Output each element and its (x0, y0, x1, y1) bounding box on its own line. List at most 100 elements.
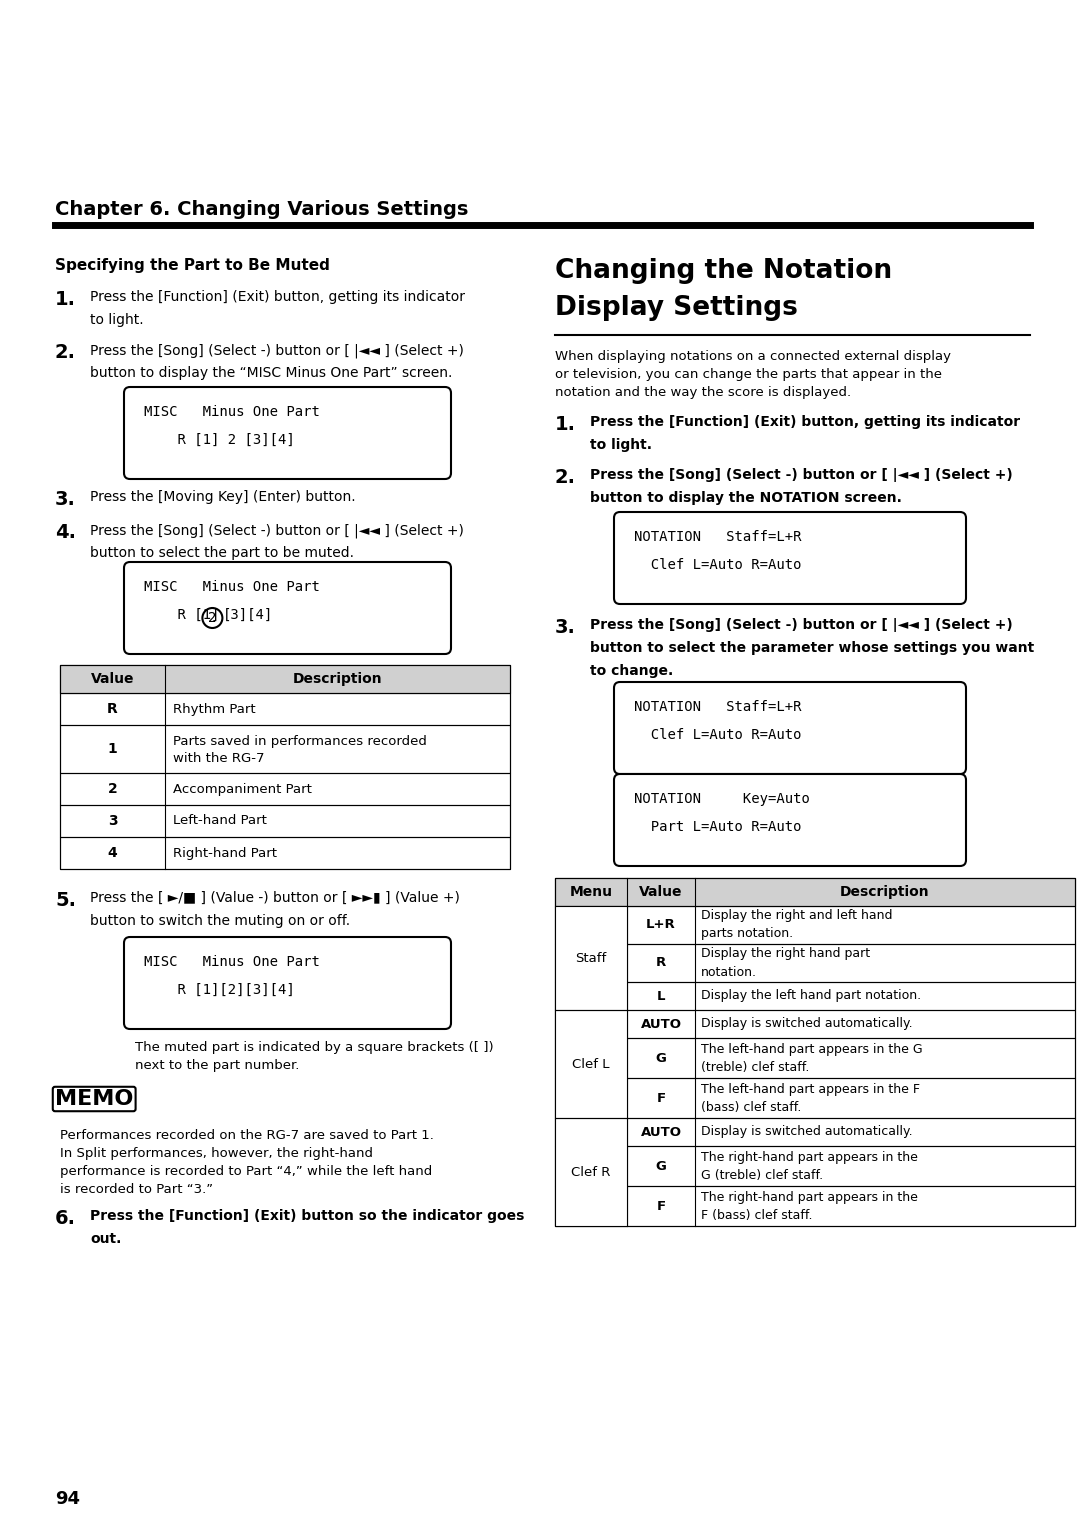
Bar (555, 1038, 1075, 1077)
Text: Part L=Auto R=Auto: Part L=Auto R=Auto (634, 821, 801, 834)
Bar (556, 906, 626, 1008)
Text: Changing the Notation: Changing the Notation (555, 258, 892, 284)
Text: 2: 2 (208, 611, 217, 625)
Text: F: F (657, 1091, 665, 1105)
Text: Specifying the Part to Be Muted: Specifying the Part to Be Muted (55, 258, 329, 274)
Text: Display the left hand part notation.: Display the left hand part notation. (701, 990, 921, 1002)
Text: with the RG-7: with the RG-7 (173, 752, 265, 766)
Text: 1.: 1. (55, 290, 76, 309)
Text: Description: Description (840, 885, 930, 898)
Text: 4.: 4. (55, 523, 76, 542)
Text: 2.: 2. (55, 342, 76, 362)
Text: Rhythm Part: Rhythm Part (173, 703, 256, 715)
Text: performance is recorded to Part “4,” while the left hand: performance is recorded to Part “4,” whi… (60, 1164, 432, 1178)
Text: F: F (657, 1199, 665, 1213)
Text: Clef R: Clef R (571, 1166, 610, 1178)
Text: Press the [Function] (Exit) button so the indicator goes: Press the [Function] (Exit) button so th… (90, 1209, 525, 1222)
Text: L: L (657, 990, 665, 1002)
Text: or television, you can change the parts that appear in the: or television, you can change the parts … (555, 368, 942, 380)
Text: MEMO: MEMO (55, 1089, 133, 1109)
Text: Parts saved in performances recorded: Parts saved in performances recorded (173, 735, 427, 747)
Text: In Split performances, however, the right-hand: In Split performances, however, the righ… (60, 1148, 373, 1160)
Text: Press the [Function] (Exit) button, getting its indicator: Press the [Function] (Exit) button, gett… (590, 416, 1021, 429)
Text: AUTO: AUTO (640, 1018, 681, 1030)
Text: 2: 2 (108, 782, 118, 796)
Text: [3][4]: [3][4] (224, 608, 273, 622)
Text: L+R: L+R (646, 918, 676, 932)
Text: Right-hand Part: Right-hand Part (173, 847, 276, 859)
Bar (555, 879, 1075, 906)
Bar (555, 879, 1075, 1225)
Bar (555, 906, 1075, 944)
Text: next to the part number.: next to the part number. (135, 1059, 299, 1073)
FancyBboxPatch shape (615, 681, 966, 775)
Bar (60, 805, 510, 837)
Text: Press the [Function] (Exit) button, getting its indicator: Press the [Function] (Exit) button, gett… (90, 290, 465, 304)
Bar (60, 837, 510, 869)
Text: 3.: 3. (555, 617, 576, 637)
Text: The right-hand part appears in the: The right-hand part appears in the (701, 1151, 918, 1163)
Text: R [1]: R [1] (144, 608, 219, 622)
Text: R [1] 2 [3][4]: R [1] 2 [3][4] (144, 432, 295, 448)
Text: The muted part is indicated by a square brackets ([ ]): The muted part is indicated by a square … (135, 1041, 494, 1054)
Text: R [1][2][3][4]: R [1][2][3][4] (144, 983, 295, 996)
FancyBboxPatch shape (124, 562, 451, 654)
Text: Chapter 6. Changing Various Settings: Chapter 6. Changing Various Settings (55, 200, 469, 219)
Text: NOTATION   Staff=L+R: NOTATION Staff=L+R (634, 530, 801, 544)
Text: NOTATION   Staff=L+R: NOTATION Staff=L+R (634, 700, 801, 714)
Text: 3.: 3. (55, 490, 76, 509)
Text: 4: 4 (108, 847, 118, 860)
Text: F (bass) clef staff.: F (bass) clef staff. (701, 1209, 812, 1221)
Text: notation and the way the score is displayed.: notation and the way the score is displa… (555, 387, 851, 399)
Text: When displaying notations on a connected external display: When displaying notations on a connected… (555, 350, 951, 364)
Text: 5.: 5. (55, 891, 76, 911)
Text: Value: Value (91, 672, 134, 686)
Text: Left-hand Part: Left-hand Part (173, 814, 267, 828)
Text: R: R (107, 701, 118, 717)
Text: MISC   Minus One Part: MISC Minus One Part (144, 581, 320, 594)
Text: (treble) clef staff.: (treble) clef staff. (701, 1060, 809, 1074)
Text: Clef L: Clef L (572, 1057, 610, 1071)
Text: Display Settings: Display Settings (555, 295, 798, 321)
Bar (555, 879, 1075, 906)
Text: Display is switched automatically.: Display is switched automatically. (701, 1018, 913, 1030)
Text: button to display the “MISC Minus One Part” screen.: button to display the “MISC Minus One Pa… (90, 367, 453, 380)
Bar (555, 1077, 1075, 1118)
Text: Press the [Song] (Select -) button or [ |◄◄ ] (Select +): Press the [Song] (Select -) button or [ … (90, 342, 464, 358)
Text: 2.: 2. (555, 468, 576, 487)
Text: Accompaniment Part: Accompaniment Part (173, 782, 312, 796)
Bar (555, 1186, 1075, 1225)
Text: Description: Description (293, 672, 382, 686)
Text: R: R (656, 957, 666, 969)
Bar (556, 1118, 626, 1225)
Text: MISC   Minus One Part: MISC Minus One Part (144, 405, 320, 419)
Bar (555, 1118, 1075, 1146)
Text: Display is switched automatically.: Display is switched automatically. (701, 1126, 913, 1138)
Text: to light.: to light. (90, 313, 144, 327)
Bar (555, 1010, 627, 1118)
Text: Display the right hand part: Display the right hand part (701, 947, 870, 961)
FancyBboxPatch shape (615, 775, 966, 866)
Text: 1.: 1. (555, 416, 576, 434)
Bar (555, 1010, 1075, 1038)
Text: to light.: to light. (590, 439, 652, 452)
Text: Press the [Song] (Select -) button or [ |◄◄ ] (Select +): Press the [Song] (Select -) button or [ … (590, 617, 1013, 633)
Text: button to select the part to be muted.: button to select the part to be muted. (90, 545, 354, 559)
Bar (556, 1012, 626, 1117)
FancyBboxPatch shape (615, 512, 966, 604)
Bar (60, 665, 510, 694)
Text: 3: 3 (108, 814, 118, 828)
Text: out.: out. (90, 1232, 121, 1245)
Text: button to display the NOTATION screen.: button to display the NOTATION screen. (590, 490, 902, 504)
Text: Value: Value (639, 885, 683, 898)
Text: button to select the parameter whose settings you want: button to select the parameter whose set… (590, 642, 1035, 656)
FancyBboxPatch shape (124, 937, 451, 1028)
Text: MISC   Minus One Part: MISC Minus One Part (144, 955, 320, 969)
Text: AUTO: AUTO (640, 1126, 681, 1138)
Bar (60, 665, 510, 869)
Text: Press the [Song] (Select -) button or [ |◄◄ ] (Select +): Press the [Song] (Select -) button or [ … (90, 523, 464, 538)
Text: The right-hand part appears in the: The right-hand part appears in the (701, 1190, 918, 1204)
Text: Press the [ ►/■ ] (Value -) button or [ ►►▮ ] (Value +): Press the [ ►/■ ] (Value -) button or [ … (90, 891, 460, 905)
Text: button to switch the muting on or off.: button to switch the muting on or off. (90, 914, 350, 927)
Text: G: G (656, 1051, 666, 1065)
